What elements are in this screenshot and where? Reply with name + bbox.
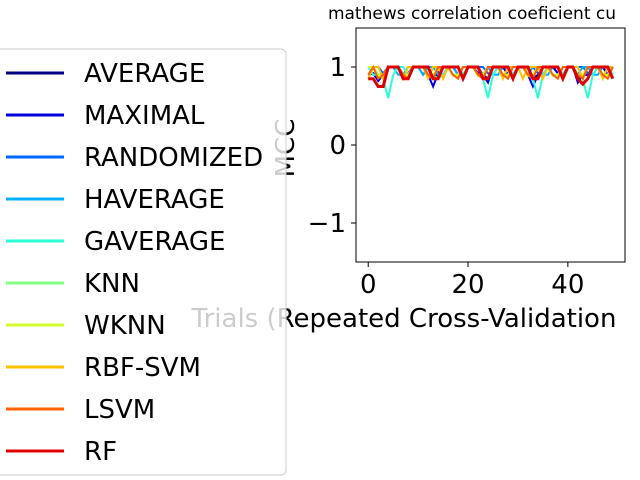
legend-entry-lsvm: LSVM bbox=[6, 395, 155, 425]
x-tick-label: 0 bbox=[360, 270, 377, 300]
plot-layer bbox=[367, 64, 615, 99]
y-tick-label: 0 bbox=[329, 131, 346, 161]
legend-label: RBF-SVM bbox=[84, 353, 201, 383]
legend-entry-wknn: WKNN bbox=[6, 311, 166, 341]
plot-frame bbox=[355, 27, 626, 263]
x-tick-label: 20 bbox=[451, 270, 484, 300]
x-tick-label: 40 bbox=[551, 270, 584, 300]
legend-entry-rbf-svm: RBF-SVM bbox=[6, 353, 201, 383]
legend-entry-haverage: HAVERAGE bbox=[6, 185, 225, 215]
legend-label: RANDOMIZED bbox=[84, 143, 263, 173]
legend-label: RF bbox=[84, 437, 117, 467]
chart-title: mathews correlation coeficient cu bbox=[328, 4, 616, 24]
legend-entry-maximal: MAXIMAL bbox=[6, 101, 205, 131]
legend-entry-knn: KNN bbox=[6, 269, 140, 299]
series-line-rf bbox=[368, 65, 615, 88]
y-tick-label: 1 bbox=[329, 53, 346, 83]
y-tick-label: −1 bbox=[308, 209, 346, 239]
legend-label: AVERAGE bbox=[84, 59, 205, 89]
legend-entry-average: AVERAGE bbox=[6, 59, 205, 89]
legend-label: LSVM bbox=[84, 395, 155, 425]
legend: AVERAGE MAXIMAL RANDOMIZED HAVERAGE GAVERAGE… bbox=[0, 48, 287, 476]
legend-label: KNN bbox=[84, 269, 140, 299]
legend-label: GAVERAGE bbox=[84, 227, 225, 257]
legend-entry-gaverage: GAVERAGE bbox=[6, 227, 225, 257]
legend-frame bbox=[0, 48, 287, 476]
legend-label: HAVERAGE bbox=[84, 185, 225, 215]
legend-label: MAXIMAL bbox=[84, 101, 205, 131]
legend-label: WKNN bbox=[84, 311, 166, 341]
legend-entry-rf: RF bbox=[6, 437, 117, 467]
legend-entry-randomized: RANDOMIZED bbox=[6, 143, 263, 173]
